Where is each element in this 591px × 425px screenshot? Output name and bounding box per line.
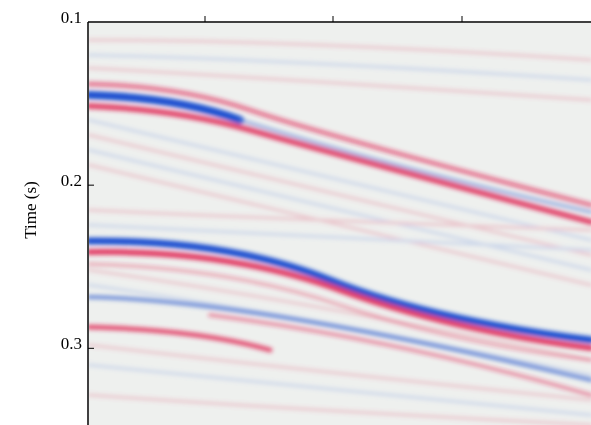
y-tick-label: 0.2	[61, 171, 82, 190]
y-tick-label: 0.3	[61, 334, 82, 353]
y-axis-label: Time (s)	[21, 181, 40, 238]
seismic-image	[89, 38, 591, 425]
y-tick-label: 0.1	[61, 8, 82, 27]
